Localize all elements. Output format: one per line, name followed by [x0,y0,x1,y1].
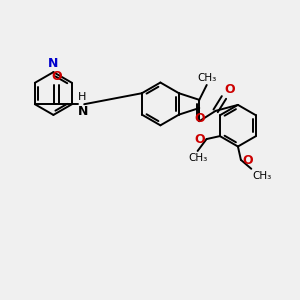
Text: O: O [194,133,205,146]
Text: CH₃: CH₃ [197,73,216,83]
Text: N: N [78,105,88,118]
Text: O: O [194,112,205,125]
Text: O: O [225,83,236,96]
Text: N: N [48,57,59,70]
Text: CH₃: CH₃ [253,171,272,181]
Text: H: H [78,92,87,102]
Text: O: O [51,70,62,83]
Text: O: O [242,154,253,167]
Text: CH₃: CH₃ [188,153,207,163]
